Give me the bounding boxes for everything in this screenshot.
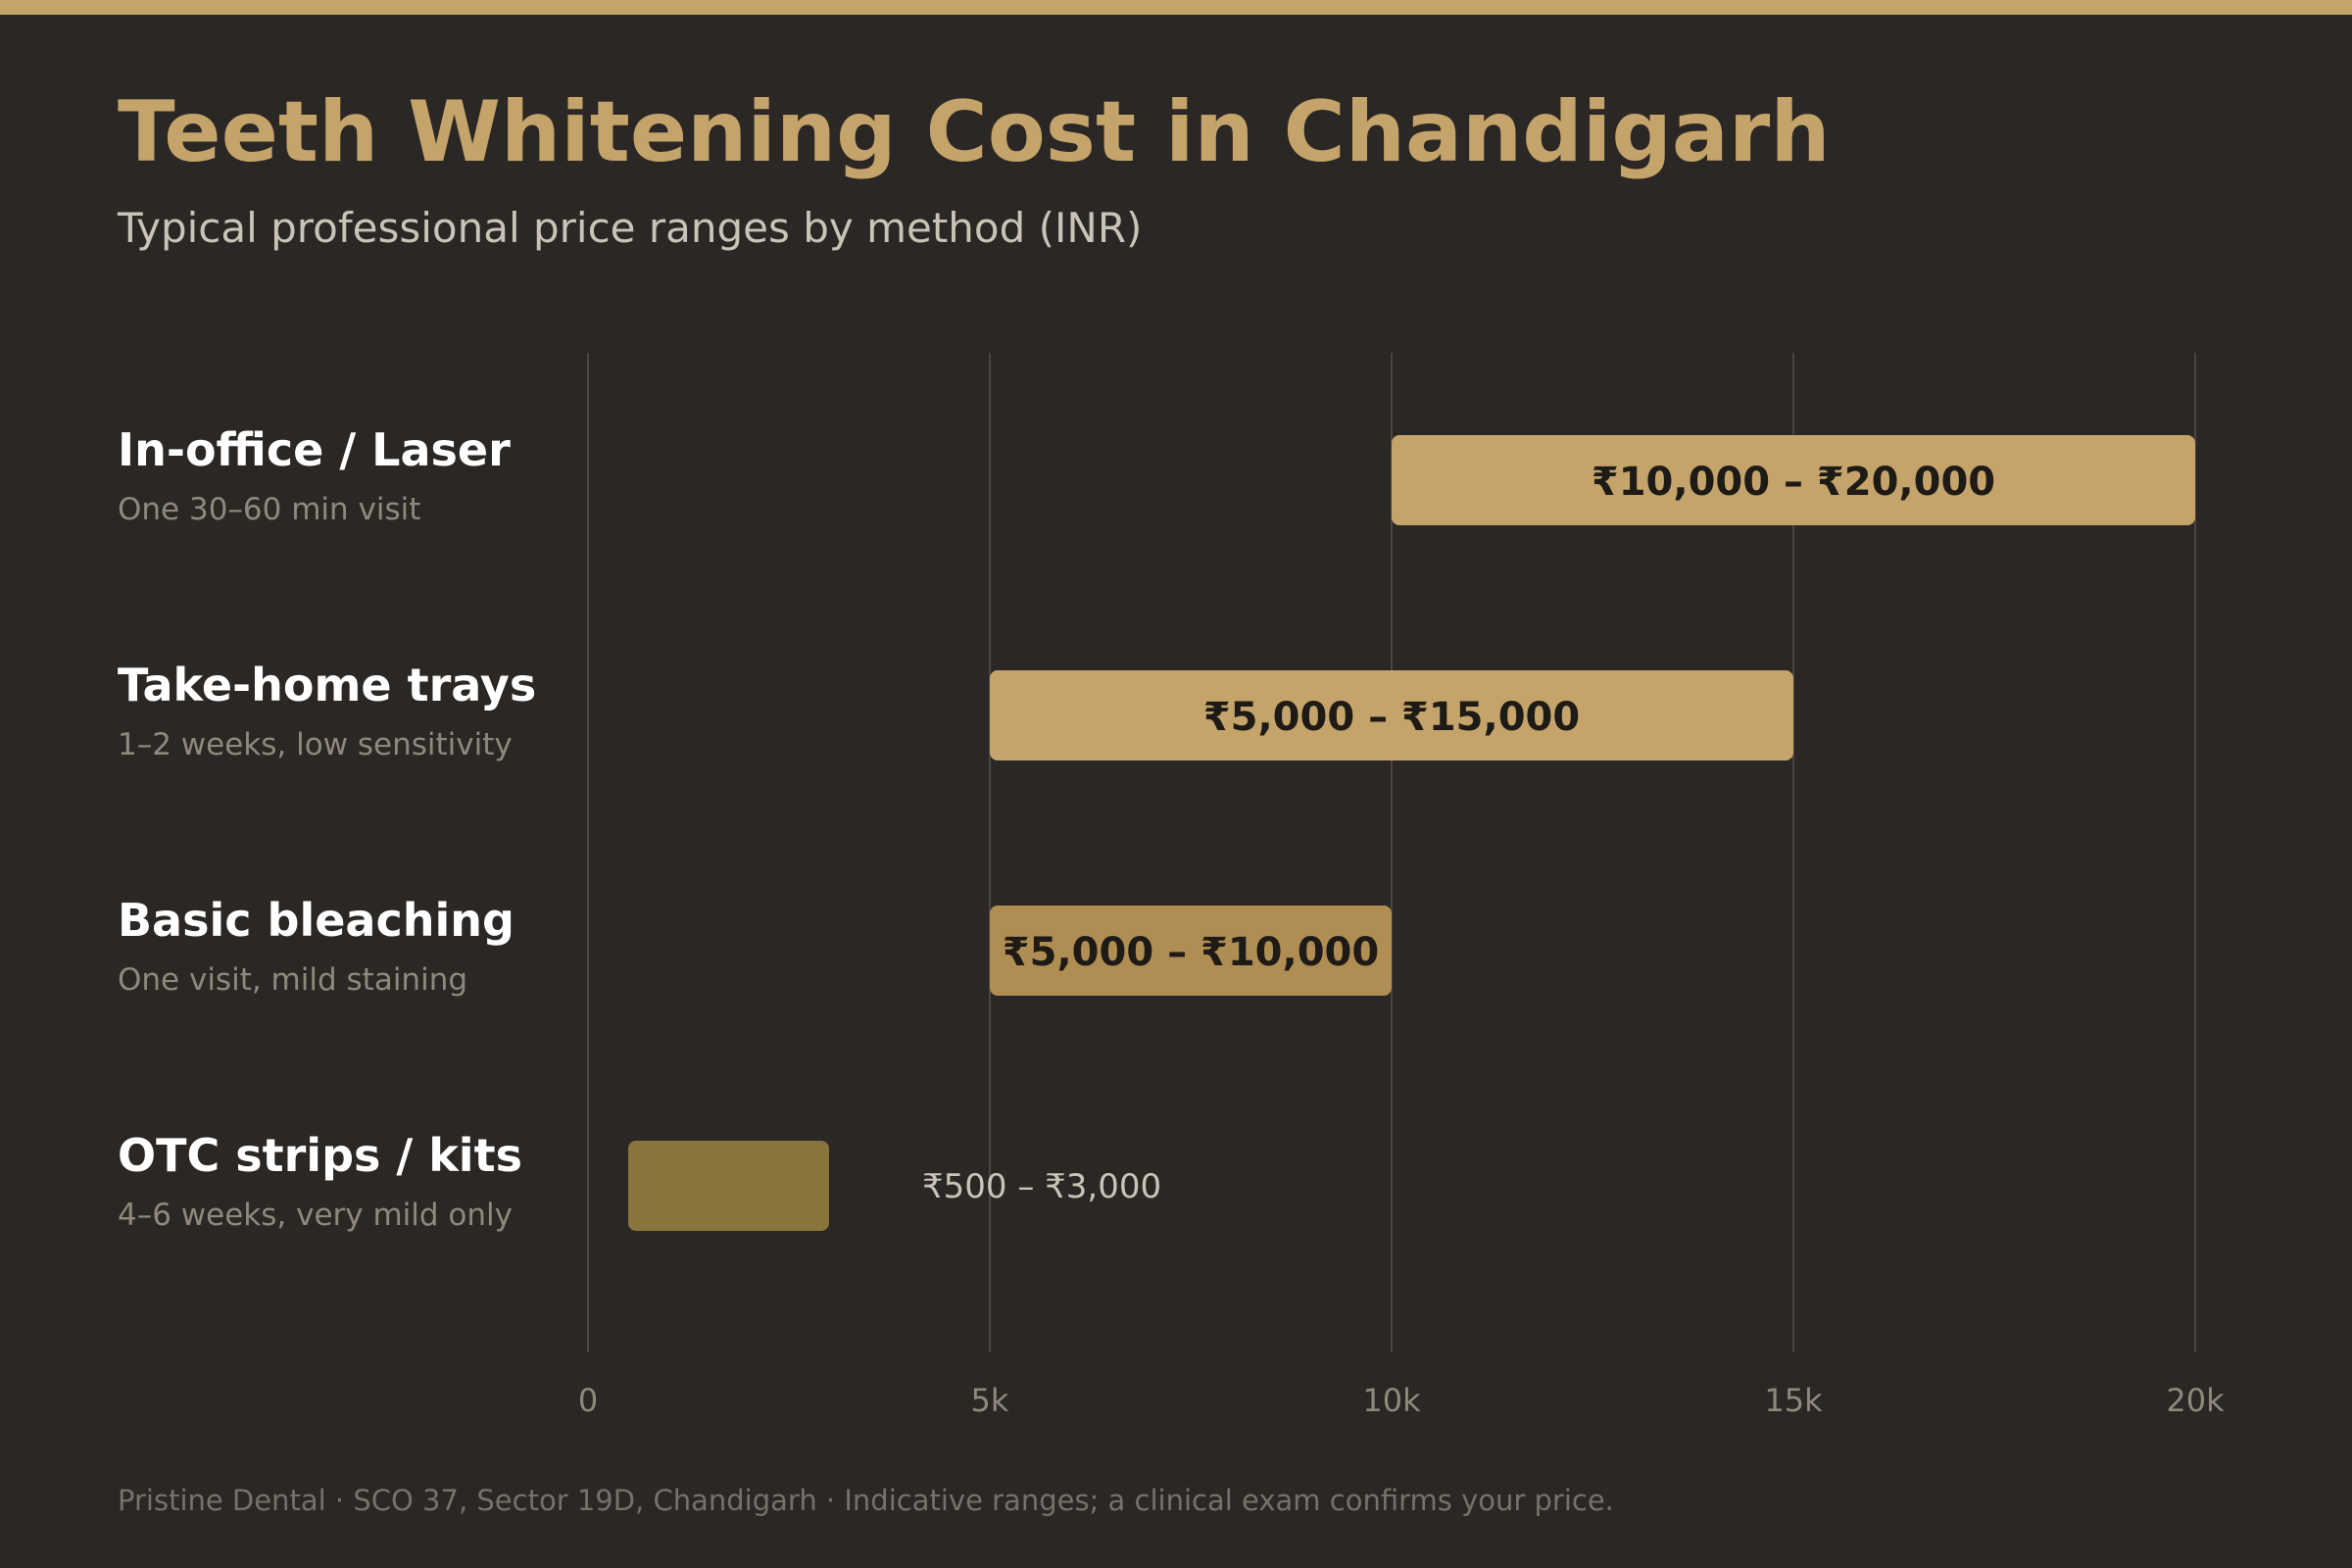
category-note-basic-bleaching: One visit, mild staining [118, 962, 468, 998]
bar-value-label: ₹10,000 – ₹20,000 [1592, 460, 1995, 505]
footer-note: Pristine Dental · SCO 37, Sector 19D, Ch… [118, 1484, 1614, 1517]
top-accent-bar [0, 0, 2352, 15]
bar-value-label: ₹500 – ₹3,000 [922, 1167, 1161, 1206]
category-label-in-office: In-office / Laser [118, 423, 511, 476]
page-subtitle: Typical professional price ranges by met… [118, 204, 1143, 252]
page-title: Teeth Whitening Cost in Chandigarh [118, 83, 1831, 181]
x-tick-label: 20k [2166, 1382, 2225, 1419]
range-bar [990, 670, 1793, 760]
x-tick-label: 0 [578, 1382, 598, 1419]
x-tick-label: 15k [1764, 1382, 1823, 1419]
bar-value-label: ₹5,000 – ₹15,000 [1203, 695, 1580, 740]
range-bar [1392, 435, 2195, 525]
category-note-in-office: One 30–60 min visit [118, 492, 421, 527]
range-bar [628, 1141, 829, 1231]
range-bar [990, 906, 1392, 996]
category-label-otc: OTC strips / kits [118, 1129, 522, 1182]
category-label-basic-bleaching: Basic bleaching [118, 894, 514, 947]
x-tick-label: 5k [971, 1382, 1009, 1419]
bar-value-label: ₹5,000 – ₹10,000 [1003, 930, 1379, 975]
category-label-take-home: Take-home trays [118, 659, 537, 711]
category-note-otc: 4–6 weeks, very mild only [118, 1198, 513, 1233]
x-tick-label: 10k [1362, 1382, 1421, 1419]
category-note-take-home: 1–2 weeks, low sensitivity [118, 727, 513, 762]
